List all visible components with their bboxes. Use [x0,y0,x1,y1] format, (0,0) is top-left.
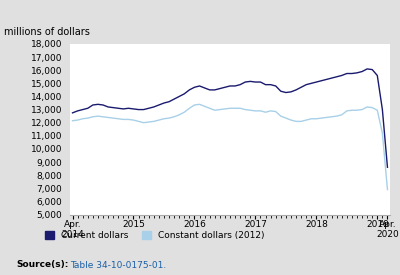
Text: Source(s):: Source(s): [16,260,68,270]
Legend: Current dollars, Constant dollars (2012): Current dollars, Constant dollars (2012) [44,231,264,240]
Text: Table 34-10-0175-01.: Table 34-10-0175-01. [70,260,166,270]
Text: millions of dollars: millions of dollars [4,27,90,37]
